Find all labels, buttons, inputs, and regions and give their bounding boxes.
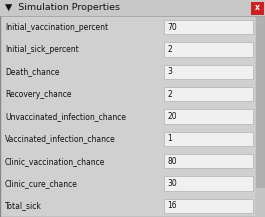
Text: 70: 70 — [167, 23, 177, 32]
FancyBboxPatch shape — [164, 20, 253, 35]
Text: Total_sick: Total_sick — [5, 201, 42, 210]
FancyBboxPatch shape — [164, 154, 253, 168]
FancyBboxPatch shape — [255, 16, 265, 217]
FancyBboxPatch shape — [164, 42, 253, 57]
Text: Death_chance: Death_chance — [5, 67, 60, 76]
Text: Clinic_vaccination_chance: Clinic_vaccination_chance — [5, 157, 105, 166]
FancyBboxPatch shape — [164, 109, 253, 124]
FancyBboxPatch shape — [164, 132, 253, 146]
Text: 20: 20 — [167, 112, 177, 121]
Text: 80: 80 — [167, 157, 177, 166]
Text: x: x — [255, 3, 260, 13]
Text: 2: 2 — [167, 90, 172, 99]
FancyBboxPatch shape — [164, 176, 253, 191]
Text: Clinic_cure_chance: Clinic_cure_chance — [5, 179, 78, 188]
FancyBboxPatch shape — [164, 87, 253, 102]
Text: Recovery_chance: Recovery_chance — [5, 90, 72, 99]
Text: 3: 3 — [167, 67, 172, 76]
FancyBboxPatch shape — [0, 0, 265, 16]
Text: Initial_vaccination_percent: Initial_vaccination_percent — [5, 23, 108, 32]
FancyBboxPatch shape — [256, 17, 264, 187]
Text: ▼  Simulation Properties: ▼ Simulation Properties — [5, 3, 120, 13]
Text: 30: 30 — [167, 179, 177, 188]
Text: Initial_sick_percent: Initial_sick_percent — [5, 45, 79, 54]
Text: 1: 1 — [167, 134, 172, 143]
FancyBboxPatch shape — [164, 64, 253, 79]
FancyBboxPatch shape — [164, 199, 253, 213]
Text: Unvaccinated_infection_chance: Unvaccinated_infection_chance — [5, 112, 126, 121]
FancyBboxPatch shape — [251, 2, 264, 15]
Text: Vaccinated_infection_chance: Vaccinated_infection_chance — [5, 134, 116, 143]
Text: 2: 2 — [167, 45, 172, 54]
Text: 16: 16 — [167, 201, 177, 210]
